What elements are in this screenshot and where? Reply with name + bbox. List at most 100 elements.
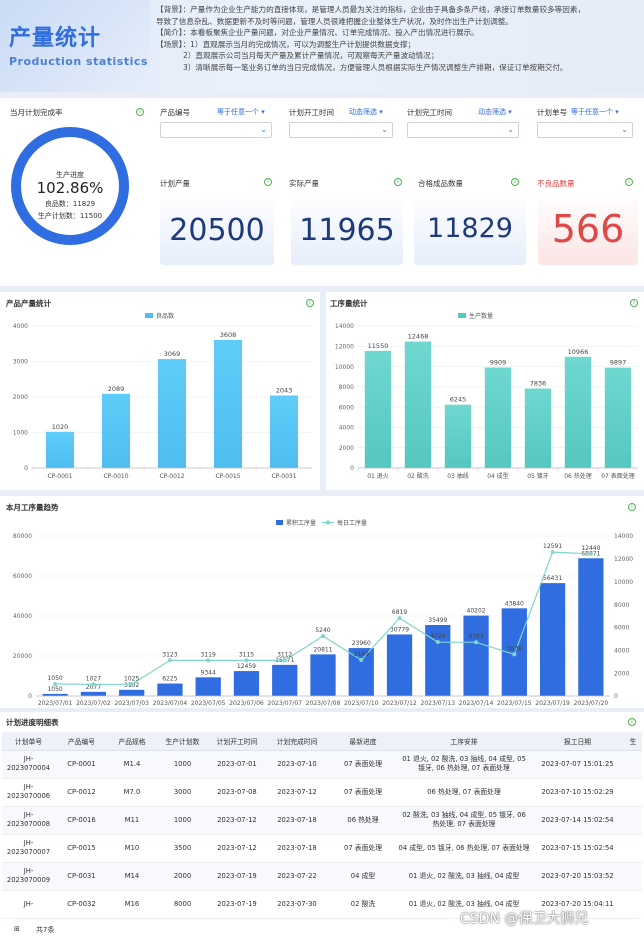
data-label: 23960	[352, 640, 371, 647]
y2-tick-label: 2000	[614, 670, 629, 677]
table-settings-icon[interactable]: ⊞	[14, 925, 20, 933]
table-cell: 2023-07-12	[209, 834, 265, 863]
data-label: 3608	[220, 331, 237, 339]
product-filter-select[interactable]: ⌄	[160, 122, 272, 138]
end-date-filter[interactable]: ⌄	[407, 122, 519, 138]
table-cell: 2023-07-20 15:03:52	[531, 862, 624, 891]
table-cell: 2023-07-07 15:01:25	[531, 750, 624, 779]
table-cell	[624, 778, 642, 807]
x-tick-label: 2023/07/06	[229, 700, 264, 707]
table-row[interactable]: JH-2023070007 CP-0015 M10 3500 2023-07-12 202…	[2, 834, 642, 863]
line-label: 5240	[315, 627, 330, 634]
table-row[interactable]: JH- CP-0032 M16 8000 2023-07-19 2023-07-30 02 …	[2, 890, 642, 919]
table-cell: M16	[108, 890, 156, 919]
column-header[interactable]: 产品规格	[108, 732, 156, 751]
x-tick-label: 06 热处理	[564, 472, 592, 480]
column-header[interactable]: 计划完成时间	[265, 732, 329, 751]
table-cell: 07 表面处理	[329, 778, 397, 807]
bar	[270, 395, 298, 468]
kpi-label-defect: 不良品数量	[537, 179, 575, 188]
table-cell: JH-2023070009	[2, 862, 55, 891]
column-header[interactable]: 最新进度	[329, 732, 397, 751]
order-filter-select[interactable]: ⌄	[537, 122, 633, 138]
line-label: 3112	[277, 651, 292, 658]
data-label: 6245	[450, 396, 467, 404]
table-cell: M1.4	[108, 750, 156, 779]
page-title: 产量统计	[9, 26, 102, 51]
x-tick-label: 2023/07/15	[497, 700, 532, 707]
y-tick-label: 1000	[13, 430, 28, 437]
table-scroll[interactable]: 计划单号 产品编号 产品规格 生产计划数 计划开工时间 计划完成时间 最新进度 工序安排 报工日…	[2, 732, 642, 920]
table-row[interactable]: JH-2023070008 CP-0016 M11 1000 2023-07-12 202…	[2, 806, 642, 835]
table-cell: M14	[108, 862, 156, 891]
start-date-filter[interactable]: ⌄	[289, 122, 393, 138]
kpi-label-plan: 计划产量	[160, 179, 190, 188]
info-icon[interactable]: i	[306, 299, 314, 307]
legend-label: 每日工序量	[337, 519, 367, 527]
x-tick-label: 2023/07/10	[344, 700, 379, 707]
table-row[interactable]: JH-2023070006 CP-0012 M7.0 3000 2023-07-08 20…	[2, 778, 642, 807]
y-tick-label: 12000	[335, 343, 354, 350]
data-label: 1050	[47, 686, 62, 693]
info-icon[interactable]: i	[511, 178, 519, 186]
legend-swatch	[458, 313, 466, 318]
bar	[119, 689, 145, 696]
line-point	[321, 634, 325, 639]
y-tick-label: 10000	[335, 364, 354, 371]
filter-mode-order[interactable]: 等于任意一个 ▾	[571, 108, 619, 116]
table-cell: 04 成型	[329, 862, 397, 891]
y-tick-label: 2000	[13, 394, 28, 401]
table-row[interactable]: JH-2023070004 CP-0001 M1.4 1000 2023-07-01 20…	[2, 750, 642, 779]
table-row[interactable]: JH-2023070009 CP-0031 M14 2000 2023-07-19 202…	[2, 862, 642, 891]
bar	[348, 648, 374, 696]
column-header[interactable]: 产品编号	[55, 732, 108, 751]
legend-swatch	[145, 313, 153, 318]
data-label: 1020	[52, 423, 69, 431]
table-cell: 06 热处理, 07 表面处理	[397, 778, 531, 807]
column-header[interactable]: 计划单号	[2, 732, 55, 751]
column-header[interactable]: 计划开工时间	[209, 732, 265, 751]
table-cell: JH-2023070004	[2, 750, 55, 779]
info-icon[interactable]: i	[394, 178, 402, 186]
filter-label-order: 计划单号	[537, 108, 567, 117]
x-tick-label: 2023/07/08	[306, 700, 341, 707]
column-header[interactable]: 工序安排	[397, 732, 531, 751]
good-count: 良品数：11829	[44, 200, 96, 208]
line-label: 1050	[47, 675, 62, 682]
filter-mode-end[interactable]: 动态筛选 ▾	[478, 108, 512, 116]
info-icon[interactable]: i	[625, 178, 633, 186]
column-header[interactable]: 报工日期	[531, 732, 624, 751]
column-header[interactable]: 生产计划数	[156, 732, 209, 751]
table-title: 计划进度明细表	[6, 718, 59, 727]
y-tick-label: 0	[28, 693, 32, 700]
line-label: 12440	[581, 545, 600, 552]
line-label: 3123	[162, 651, 177, 658]
x-tick-label: 2023/07/04	[153, 700, 188, 707]
x-tick-label: 2023/07/14	[459, 700, 494, 707]
y-tick-label: 20000	[13, 653, 32, 660]
table-cell: CP-0016	[55, 806, 108, 835]
bar	[310, 654, 336, 696]
line-point	[474, 640, 479, 645]
info-icon[interactable]: i	[630, 299, 638, 307]
line-point	[359, 658, 364, 663]
table-cell: 2023-07-08	[209, 778, 265, 807]
product-output-chart: 良品数 0 1000 2000 3000 4000 1020 CP-0001 2089 CP-00…	[13, 312, 312, 480]
x-tick-label: 2023/07/03	[114, 700, 149, 707]
info-icon[interactable]: i	[628, 503, 636, 511]
info-icon[interactable]: i	[628, 718, 636, 726]
bar	[42, 693, 68, 696]
kpi-card-actual: 11965	[291, 193, 403, 265]
info-icon[interactable]: i	[136, 108, 144, 116]
line-label: 1025	[124, 675, 139, 682]
y2-tick-label: 10000	[614, 579, 633, 586]
info-icon[interactable]: i	[264, 178, 272, 186]
y-tick-label: 4000	[339, 425, 354, 432]
filter-mode-start[interactable]: 动态筛选 ▾	[349, 108, 383, 116]
kpi-card-plan: 20500	[160, 193, 274, 265]
x-tick-label: 2023/07/02	[76, 700, 111, 707]
filter-mode-product[interactable]: 等于任意一个 ▾	[217, 108, 265, 116]
process-output-chart: 生产数量 0 2000 4000 6000 8000 10000 12000 14000 1155…	[335, 312, 638, 480]
column-header[interactable]: 生	[624, 732, 642, 751]
watermark: CSDN @保卫大狮兄	[460, 911, 589, 927]
